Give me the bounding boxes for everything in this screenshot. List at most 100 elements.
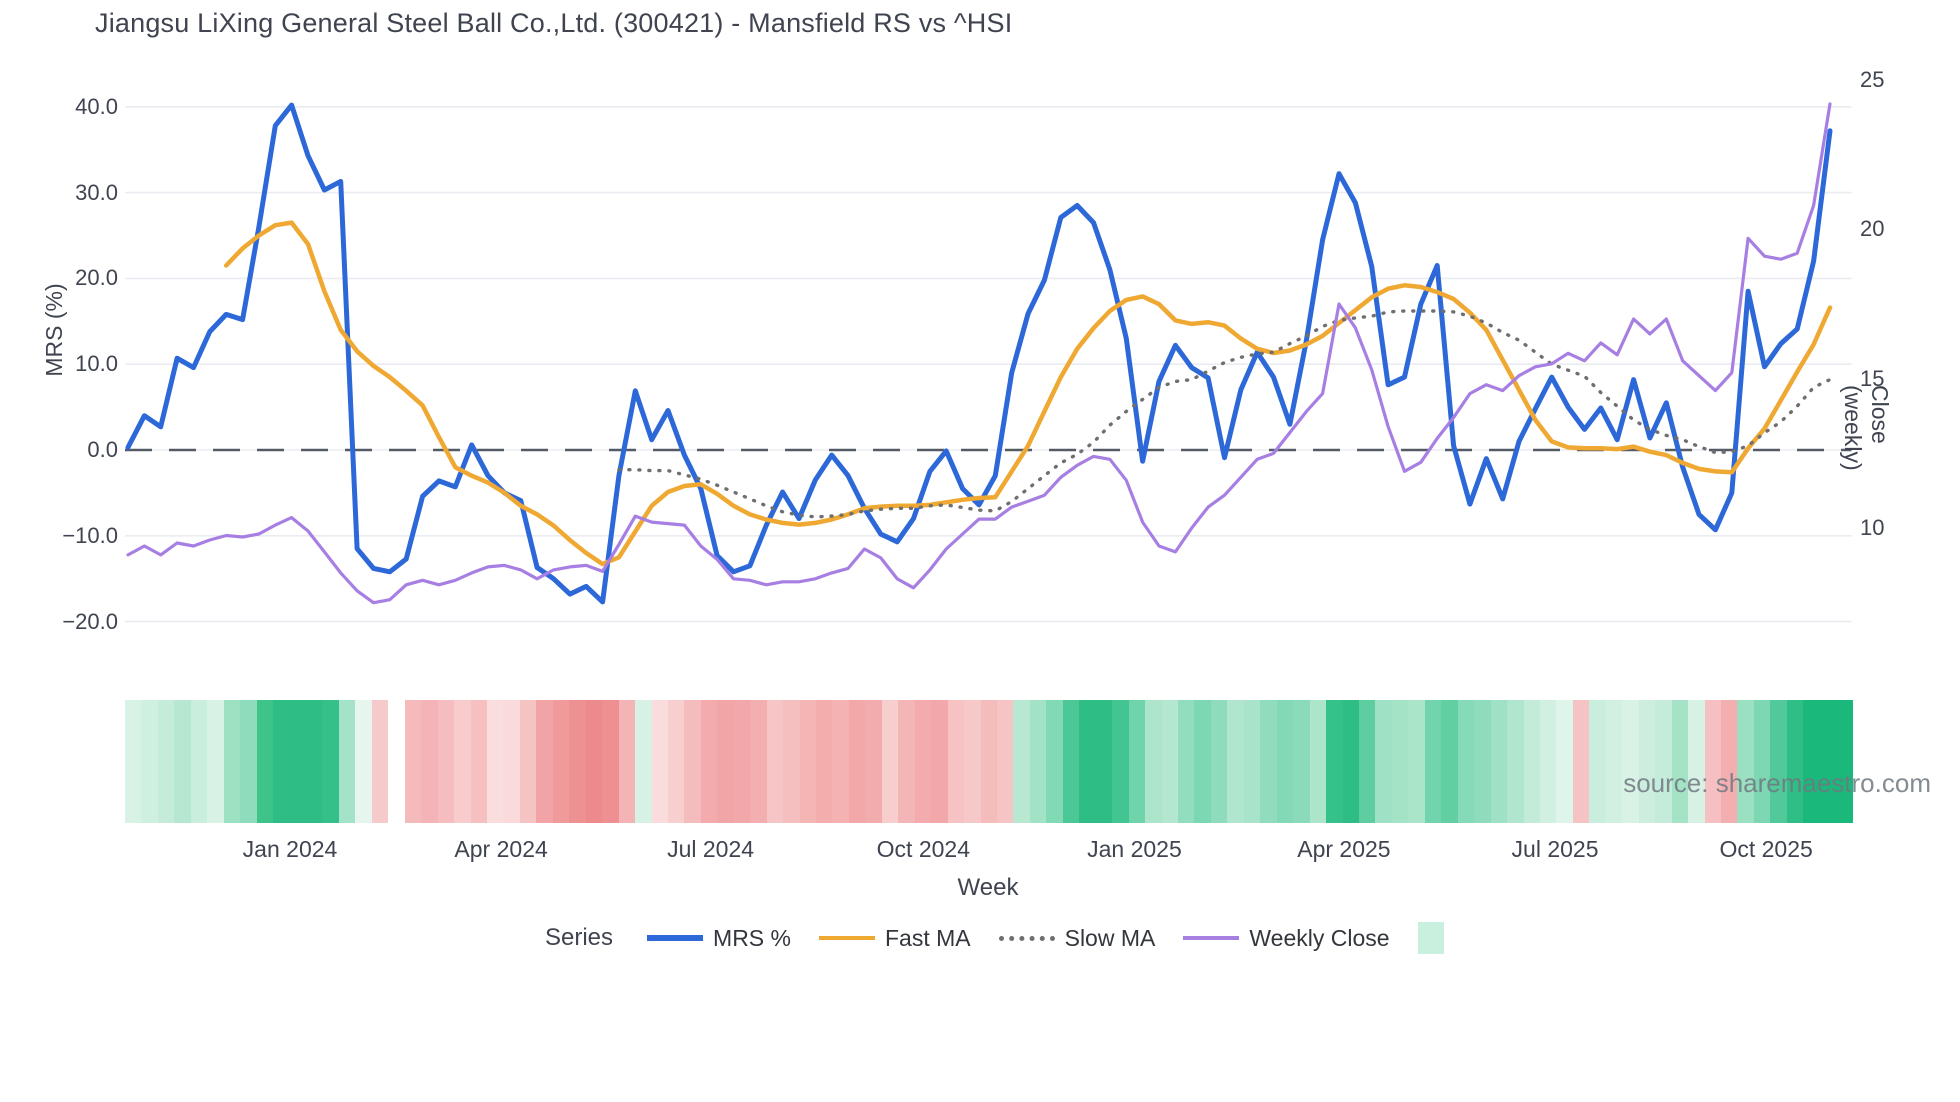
heatmap-cell[interactable] (470, 700, 487, 823)
heatmap-cell[interactable] (1688, 700, 1705, 823)
heatmap-cell[interactable] (1507, 700, 1524, 823)
heatmap-cell[interactable] (602, 700, 619, 823)
heatmap-cell[interactable] (1753, 700, 1771, 823)
heatmap-cell[interactable] (305, 700, 323, 823)
heatmap-cell[interactable] (1391, 700, 1409, 823)
heatmap-cell[interactable] (1326, 700, 1343, 823)
heatmap-cell[interactable] (1655, 700, 1672, 823)
heatmap-cell[interactable] (404, 700, 422, 823)
heatmap-cell[interactable] (141, 700, 158, 823)
heatmap-cell[interactable] (766, 700, 784, 823)
heatmap-cell[interactable] (322, 700, 339, 823)
heatmap-cell[interactable] (437, 700, 455, 823)
heatmap-cell[interactable] (125, 700, 142, 823)
heatmap-cell[interactable] (1095, 700, 1113, 823)
heatmap-cell[interactable] (1358, 700, 1376, 823)
heatmap-cell[interactable] (585, 700, 603, 823)
heatmap-cell[interactable] (1260, 700, 1277, 823)
heatmap-cell[interactable] (355, 700, 372, 823)
heatmap-cell[interactable] (273, 700, 290, 823)
heatmap-cell[interactable] (1720, 700, 1738, 823)
heatmap-cell[interactable] (964, 700, 981, 823)
heatmap-cell[interactable] (1836, 700, 1853, 823)
heatmap-cell[interactable] (997, 700, 1014, 823)
heatmap-cell[interactable] (881, 700, 899, 823)
heatmap-cell[interactable] (1408, 700, 1425, 823)
heatmap-cell[interactable] (1178, 700, 1195, 823)
heatmap-cell[interactable] (1276, 700, 1294, 823)
heatmap-cell[interactable] (190, 700, 208, 823)
heatmap-cell[interactable] (1046, 700, 1063, 823)
heatmap-cell[interactable] (1556, 700, 1573, 823)
legend-item-fast-ma[interactable]: Fast MA (818, 925, 971, 952)
heatmap-cell[interactable] (157, 700, 175, 823)
heatmap-cell[interactable] (388, 700, 405, 823)
heatmap-cell[interactable] (1737, 700, 1754, 823)
heatmap-cell[interactable] (1243, 700, 1261, 823)
heatmap-cell[interactable] (1342, 700, 1359, 823)
slow-ma-line[interactable] (617, 309, 1832, 519)
heatmap-cell[interactable] (421, 700, 438, 823)
heatmap-cell[interactable] (1128, 700, 1146, 823)
heatmap-cell[interactable] (256, 700, 274, 823)
heatmap-cell[interactable] (1013, 700, 1030, 823)
heatmap-cell[interactable] (700, 700, 718, 823)
heatmap-cell[interactable] (1029, 700, 1047, 823)
heatmap-cell[interactable] (898, 700, 915, 823)
heatmap-cell[interactable] (816, 700, 833, 823)
heatmap-cell[interactable] (865, 700, 882, 823)
heatmap-cell[interactable] (454, 700, 471, 823)
mrs--line[interactable] (125, 102, 1833, 605)
heatmap-cell[interactable] (635, 700, 652, 823)
heatmap-cell[interactable] (1589, 700, 1606, 823)
legend-item-slow-ma[interactable]: Slow MA (998, 925, 1155, 952)
heatmap-cell[interactable] (1062, 700, 1080, 823)
heatmap-cell[interactable] (1539, 700, 1557, 823)
heatmap-cell[interactable] (750, 700, 767, 823)
heatmap-cell[interactable] (1819, 700, 1837, 823)
heatmap-cell[interactable] (1638, 700, 1656, 823)
heatmap-cell[interactable] (1770, 700, 1787, 823)
heatmap-cell[interactable] (1145, 700, 1162, 823)
heatmap-cell[interactable] (914, 700, 932, 823)
heatmap-cell[interactable] (651, 700, 668, 823)
heatmap-cell[interactable] (1309, 700, 1327, 823)
heatmap-cell[interactable] (1671, 700, 1689, 823)
heatmap-cell[interactable] (799, 700, 817, 823)
heatmap-cell[interactable] (1375, 700, 1392, 823)
heatmap-cell[interactable] (980, 700, 998, 823)
heatmap-cell[interactable] (552, 700, 570, 823)
heatmap-cell[interactable] (1227, 700, 1244, 823)
heatmap-cell[interactable] (371, 700, 389, 823)
heatmap-cell[interactable] (223, 700, 241, 823)
heatmap-cell[interactable] (1704, 700, 1721, 823)
heatmap-legend-swatch[interactable] (1417, 922, 1444, 954)
heatmap-cell[interactable] (536, 700, 553, 823)
heatmap-cell[interactable] (1572, 700, 1590, 823)
heatmap-cell[interactable] (783, 700, 800, 823)
heatmap-cell[interactable] (1786, 700, 1804, 823)
heatmap-cell[interactable] (947, 700, 965, 823)
heatmap-cell[interactable] (1112, 700, 1129, 823)
heatmap-cell[interactable] (1424, 700, 1442, 823)
heatmap-cell[interactable] (1293, 700, 1310, 823)
legend-item-mrs-[interactable]: MRS % (647, 925, 791, 952)
weekly-close-line[interactable] (126, 102, 1832, 605)
heatmap-cell[interactable] (1161, 700, 1178, 823)
heatmap-cell[interactable] (503, 700, 520, 823)
heatmap-cell[interactable] (1079, 700, 1096, 823)
heatmap-cell[interactable] (1490, 700, 1508, 823)
heatmap-cell[interactable] (931, 700, 948, 823)
momentum-heatmap-strip[interactable] (125, 700, 1853, 823)
heatmap-cell[interactable] (519, 700, 537, 823)
heatmap-cell[interactable] (207, 700, 224, 823)
heatmap-cell[interactable] (618, 700, 636, 823)
heatmap-cell[interactable] (733, 700, 751, 823)
heatmap-cell[interactable] (848, 700, 866, 823)
heatmap-cell[interactable] (1622, 700, 1639, 823)
heatmap-cell[interactable] (832, 700, 849, 823)
heatmap-cell[interactable] (717, 700, 734, 823)
heatmap-cell[interactable] (486, 700, 504, 823)
heatmap-cell[interactable] (289, 700, 306, 823)
